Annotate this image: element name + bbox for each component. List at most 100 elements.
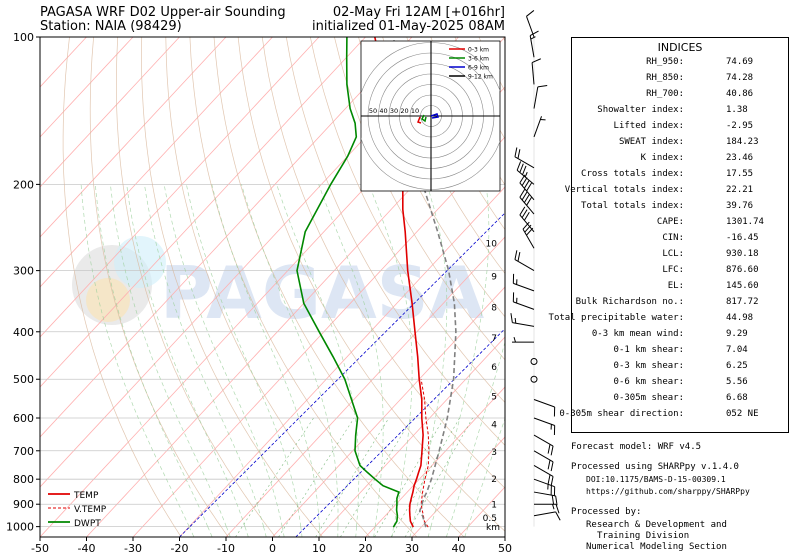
moist-adiabat — [241, 184, 339, 527]
wind-barb — [529, 30, 539, 58]
index-row: LCL: 930.18 — [572, 249, 788, 265]
index-label: RH_850: — [646, 73, 684, 83]
index-label: Vertical totals index: — [564, 185, 684, 195]
height-km-label: 2 — [491, 475, 497, 485]
moist-adiabat — [186, 184, 302, 527]
wind-barb — [522, 221, 535, 249]
y-tick-label: 500 — [13, 373, 34, 386]
calm-wind-marker — [530, 375, 538, 383]
wind-barb — [533, 399, 556, 417]
index-value: -16.45 — [726, 233, 759, 243]
hodo-trace-0-3 — [417, 116, 422, 124]
index-value: 5.56 — [726, 377, 748, 387]
hodo-legend-label: 0-3 km — [468, 47, 489, 54]
index-label: LCL: — [662, 249, 684, 259]
moist-adiabat — [207, 526, 213, 537]
index-label: CIN: — [662, 233, 684, 243]
wind-barb — [526, 10, 535, 38]
index-value: 1.38 — [726, 105, 748, 115]
mixing-ratio-line — [315, 417, 390, 537]
moist-adiabat — [318, 526, 321, 537]
x-tick-label: 0 — [269, 542, 276, 555]
index-row: 0-6 km shear: 5.56 — [572, 377, 788, 393]
index-label: 0-1 km shear: — [613, 345, 684, 355]
wind-barb — [533, 478, 556, 497]
hodo-ring-label: 50 — [369, 107, 377, 115]
y-tick-label: 700 — [13, 445, 34, 458]
height-km-label: 3 — [491, 448, 497, 458]
x-tick-label: -30 — [124, 542, 142, 555]
wind-barb — [514, 147, 535, 169]
index-label: Cross totals index: — [581, 169, 684, 179]
index-label: 0-3 km shear: — [613, 361, 684, 371]
legend-label-temp: TEMP — [73, 491, 99, 501]
dry-adiabat — [165, 37, 371, 537]
wind-barb — [510, 313, 535, 327]
index-value: 052 NE — [726, 409, 759, 419]
init-time: initialized 01-May-2025 08AM — [311, 19, 505, 34]
hodo-legend-label: 6-9 km — [468, 65, 489, 72]
index-value: 22.21 — [726, 185, 754, 195]
wind-barb — [531, 58, 541, 85]
index-label: RH_950: — [646, 57, 684, 67]
index-value: 74.28 — [726, 73, 754, 83]
isotherm-line — [272, 286, 505, 537]
hodo-ring-label: 10 — [411, 107, 419, 115]
index-label: LFC: — [662, 265, 684, 275]
moist-adiabat — [94, 184, 209, 527]
index-label: 0-6 km shear: — [613, 377, 684, 387]
moist-adiabat — [263, 526, 267, 537]
y-tick-label: 200 — [13, 178, 34, 191]
moist-adiabat — [430, 184, 490, 527]
dry-adiabat — [309, 37, 505, 404]
index-value: 9.29 — [726, 329, 748, 339]
isotherm-line — [40, 37, 413, 438]
legend-label-dwpt: DWPT — [74, 519, 101, 529]
moist-adiabat — [110, 184, 227, 527]
x-tick-label: 40 — [452, 542, 466, 555]
calm-wind-marker — [530, 358, 538, 366]
moist-adiabat — [281, 526, 285, 537]
isotherm-line — [40, 37, 366, 388]
dry-adiabat — [382, 37, 505, 275]
hodo-legend-label: 3-6 km — [468, 56, 489, 63]
station-label: Station: NAIA (98429) — [40, 19, 182, 34]
skewt-chart: PAGASA -50 -40 -30 -20 -10 0 10 20 30 40 501002003… — [6, 31, 512, 555]
dry-adiabat — [62, 37, 182, 537]
index-label: Bulk Richardson no.: — [575, 297, 684, 307]
x-tick-label: -40 — [78, 542, 96, 555]
forecast-model: Forecast model: WRF v4.5 — [571, 442, 702, 452]
x-tick-label: 50 — [498, 542, 512, 555]
index-label: 0-305m shear direction: — [559, 409, 684, 419]
moist-adiabat — [446, 526, 450, 537]
index-label: Total totals index: — [581, 201, 684, 211]
index-label: EL: — [667, 281, 684, 291]
hodo-legend-label: 9-12 km — [468, 74, 493, 81]
index-value: 817.72 — [726, 297, 759, 307]
hodo-ring-label: 20 — [400, 107, 408, 115]
wind-barb — [519, 188, 535, 215]
index-label: CAPE: — [656, 217, 684, 227]
index-row: CIN: -16.45 — [572, 233, 788, 249]
height-km-label: 6 — [491, 363, 497, 373]
moist-adiabat — [126, 184, 246, 527]
x-tick-label: -20 — [171, 542, 189, 555]
wind-barb — [533, 84, 548, 109]
height-km-label: 0.5 — [483, 514, 497, 524]
wind-barb — [533, 491, 558, 506]
index-row: Total precipitable water: 44.98 — [549, 313, 788, 329]
skewt-axes: -50 -40 -30 -20 -10 0 10 20 30 40 5010020030040050… — [6, 31, 512, 555]
wind-barb-panel — [510, 10, 561, 527]
height-km-label: 9 — [491, 273, 497, 283]
moist-adiabat — [276, 184, 360, 527]
moist-adiabat — [355, 526, 357, 537]
hodo-ring-label: 30 — [390, 107, 398, 115]
index-value: 6.68 — [726, 393, 748, 403]
hodo-trace-3-6 — [421, 114, 427, 123]
wind-barb — [533, 465, 554, 486]
skewt-legend: TEMP V.TEMP DWPT — [48, 491, 107, 529]
height-km-label: 8 — [491, 303, 497, 313]
index-row: SWEAT index: 184.23 — [572, 137, 788, 153]
index-value: 74.69 — [726, 57, 754, 67]
isotherm-line — [365, 386, 505, 537]
